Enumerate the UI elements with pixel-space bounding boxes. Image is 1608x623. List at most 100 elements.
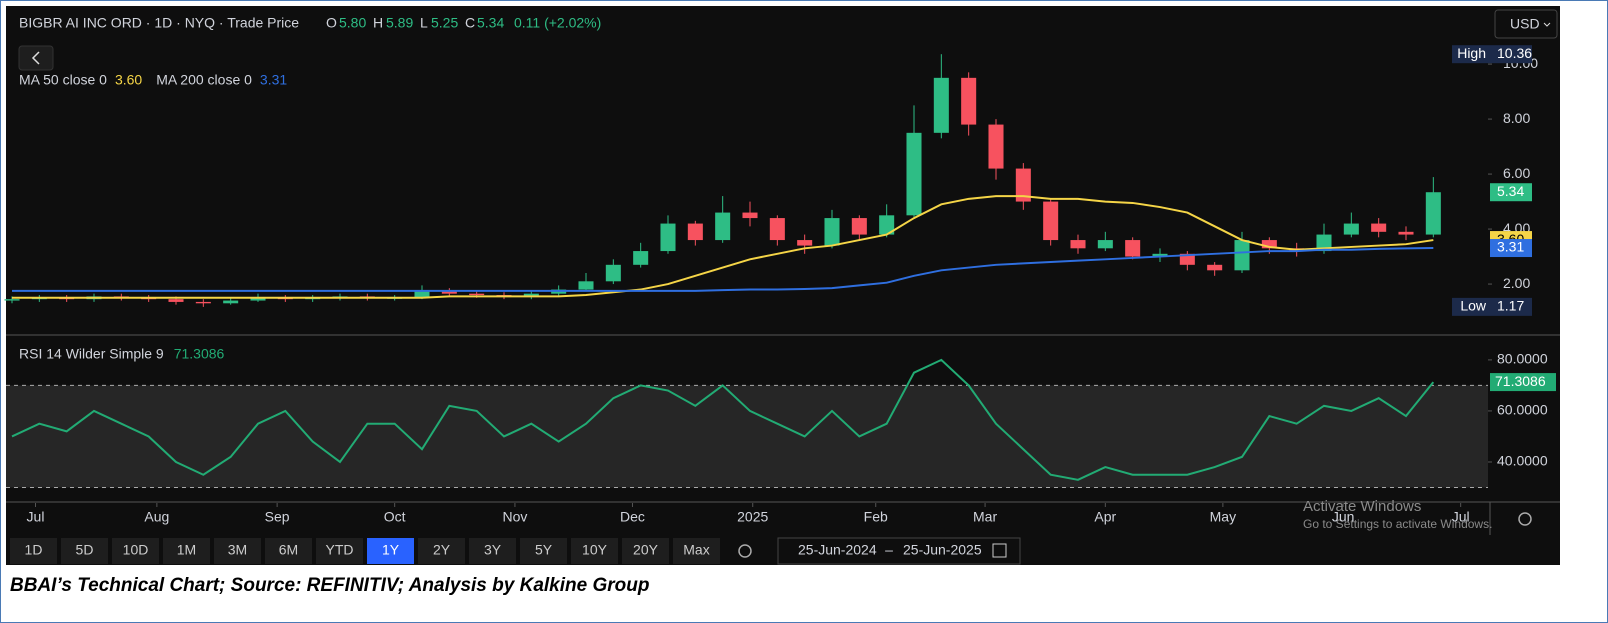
range-button[interactable] — [673, 538, 720, 564]
collapse-button[interactable] — [18, 45, 54, 71]
candle-body — [168, 299, 184, 302]
x-tick-label: Nov — [502, 509, 527, 525]
range-button[interactable] — [112, 538, 159, 564]
x-tick-label: Mar — [973, 509, 997, 525]
calendar-icon[interactable] — [992, 543, 1007, 558]
candle-body — [578, 281, 594, 290]
settings-icon[interactable] — [1518, 512, 1532, 526]
candle-body — [1097, 240, 1113, 249]
currency-select[interactable]: USD — [1494, 9, 1558, 39]
range-label[interactable]: 5Y — [535, 542, 553, 558]
x-tick-label: Dec — [620, 509, 645, 525]
candle-body — [1234, 240, 1250, 271]
y-tick-label: 60.0000 — [1497, 402, 1548, 418]
candle-body — [715, 212, 731, 241]
currency: USD — [1510, 16, 1540, 32]
legend-value: 3.31 — [260, 72, 287, 88]
rsi-badge — [1490, 373, 1556, 392]
ohlc-value: 5.80 — [339, 15, 366, 31]
candle-body — [742, 212, 758, 219]
candle-body — [4, 299, 20, 301]
candle-body — [1425, 192, 1441, 235]
candle-body — [1125, 240, 1141, 257]
range-label[interactable]: 5D — [76, 542, 94, 558]
price-badge-label: 5.34 — [1497, 183, 1524, 199]
range-button[interactable] — [265, 538, 312, 564]
range-label[interactable]: 2Y — [433, 542, 451, 558]
candle-body — [769, 218, 785, 241]
range-button[interactable] — [520, 538, 567, 564]
range-label[interactable]: 3M — [228, 542, 247, 558]
ma-line — [12, 195, 1434, 299]
ohlc-value: 5.89 — [386, 15, 413, 31]
range-label[interactable]: Max — [683, 542, 709, 558]
watermark-title: Activate Windows — [1303, 498, 1421, 515]
range-button[interactable] — [367, 538, 414, 564]
range-label[interactable]: YTD — [326, 542, 354, 558]
range-button[interactable] — [214, 538, 261, 564]
ohlc-key: H — [373, 15, 383, 31]
range-label[interactable]: 1M — [177, 542, 196, 558]
marker-badge — [1452, 45, 1532, 64]
x-tick-label: Jul — [1452, 509, 1470, 525]
candle-body — [633, 251, 649, 265]
range-button[interactable] — [571, 538, 618, 564]
candle-body — [1070, 240, 1086, 249]
rsi-badge-label: 71.3086 — [1495, 373, 1546, 389]
range-label[interactable]: 3Y — [484, 542, 502, 558]
ma-line — [12, 247, 1434, 292]
range-button[interactable] — [316, 538, 363, 564]
date-from: 25-Jun-2024 — [798, 542, 877, 558]
range-button[interactable] — [10, 538, 57, 564]
currency-box[interactable] — [1494, 9, 1558, 39]
date-separator: – — [885, 542, 893, 558]
ohlc-value: 5.34 — [477, 15, 504, 31]
range-button[interactable] — [469, 538, 516, 564]
change: 0.11 (+2.02%) — [514, 15, 601, 31]
range-label[interactable]: 1D — [25, 542, 43, 558]
x-tick-label: Oct — [384, 509, 406, 525]
candle-body — [1015, 168, 1031, 202]
rsi-line — [11, 358, 1435, 481]
candle-body — [1343, 223, 1359, 235]
legend-value: 71.3086 — [174, 346, 225, 362]
candle-body — [687, 223, 703, 241]
range-button[interactable] — [61, 538, 108, 564]
range-button[interactable] — [418, 538, 465, 564]
watermark-text: Go to Settings to activate Windows. — [1303, 517, 1492, 531]
range-label[interactable]: 1Y — [382, 542, 400, 558]
ohlc-key: O — [326, 15, 337, 31]
candle-body — [469, 293, 485, 296]
range-label[interactable]: 10Y — [582, 542, 608, 558]
range-label[interactable]: 20Y — [633, 542, 659, 558]
candle-body — [1261, 240, 1277, 249]
range-button[interactable] — [622, 538, 669, 564]
candle-body — [961, 77, 977, 125]
candle-body — [1316, 234, 1332, 252]
date-range-box[interactable] — [777, 537, 1021, 565]
collapse-icon — [31, 51, 40, 65]
range-label[interactable]: 6M — [279, 542, 298, 558]
candle-body — [414, 290, 430, 298]
range-label[interactable]: 10D — [123, 542, 149, 558]
candle-body — [933, 77, 949, 133]
x-tick-label: Feb — [864, 509, 888, 525]
candle-body — [195, 301, 211, 304]
marker-value: 1.17 — [1497, 298, 1524, 314]
price-badge — [1490, 239, 1532, 258]
ohlc-key: C — [465, 15, 475, 31]
candle-body — [660, 223, 676, 252]
price-badge-label: 3.31 — [1497, 239, 1524, 255]
x-tick-label: Aug — [144, 509, 169, 525]
caption: BBAI’s Technical Chart; Source: REFINITI… — [10, 575, 649, 596]
y-tick-label: 6.00 — [1503, 165, 1530, 181]
range-settings[interactable] — [738, 544, 752, 558]
legend-name: MA 200 close 0 — [156, 72, 252, 88]
ohlc-key: L — [420, 15, 428, 31]
candle-body — [1043, 201, 1059, 241]
candle-body — [1371, 223, 1387, 232]
candle-body — [851, 218, 867, 235]
header: BIGBR AI INC ORD · 1D · NYQ · Trade Pric… — [19, 15, 601, 31]
range-button[interactable] — [163, 538, 210, 564]
x-tick-label: May — [1210, 509, 1236, 525]
